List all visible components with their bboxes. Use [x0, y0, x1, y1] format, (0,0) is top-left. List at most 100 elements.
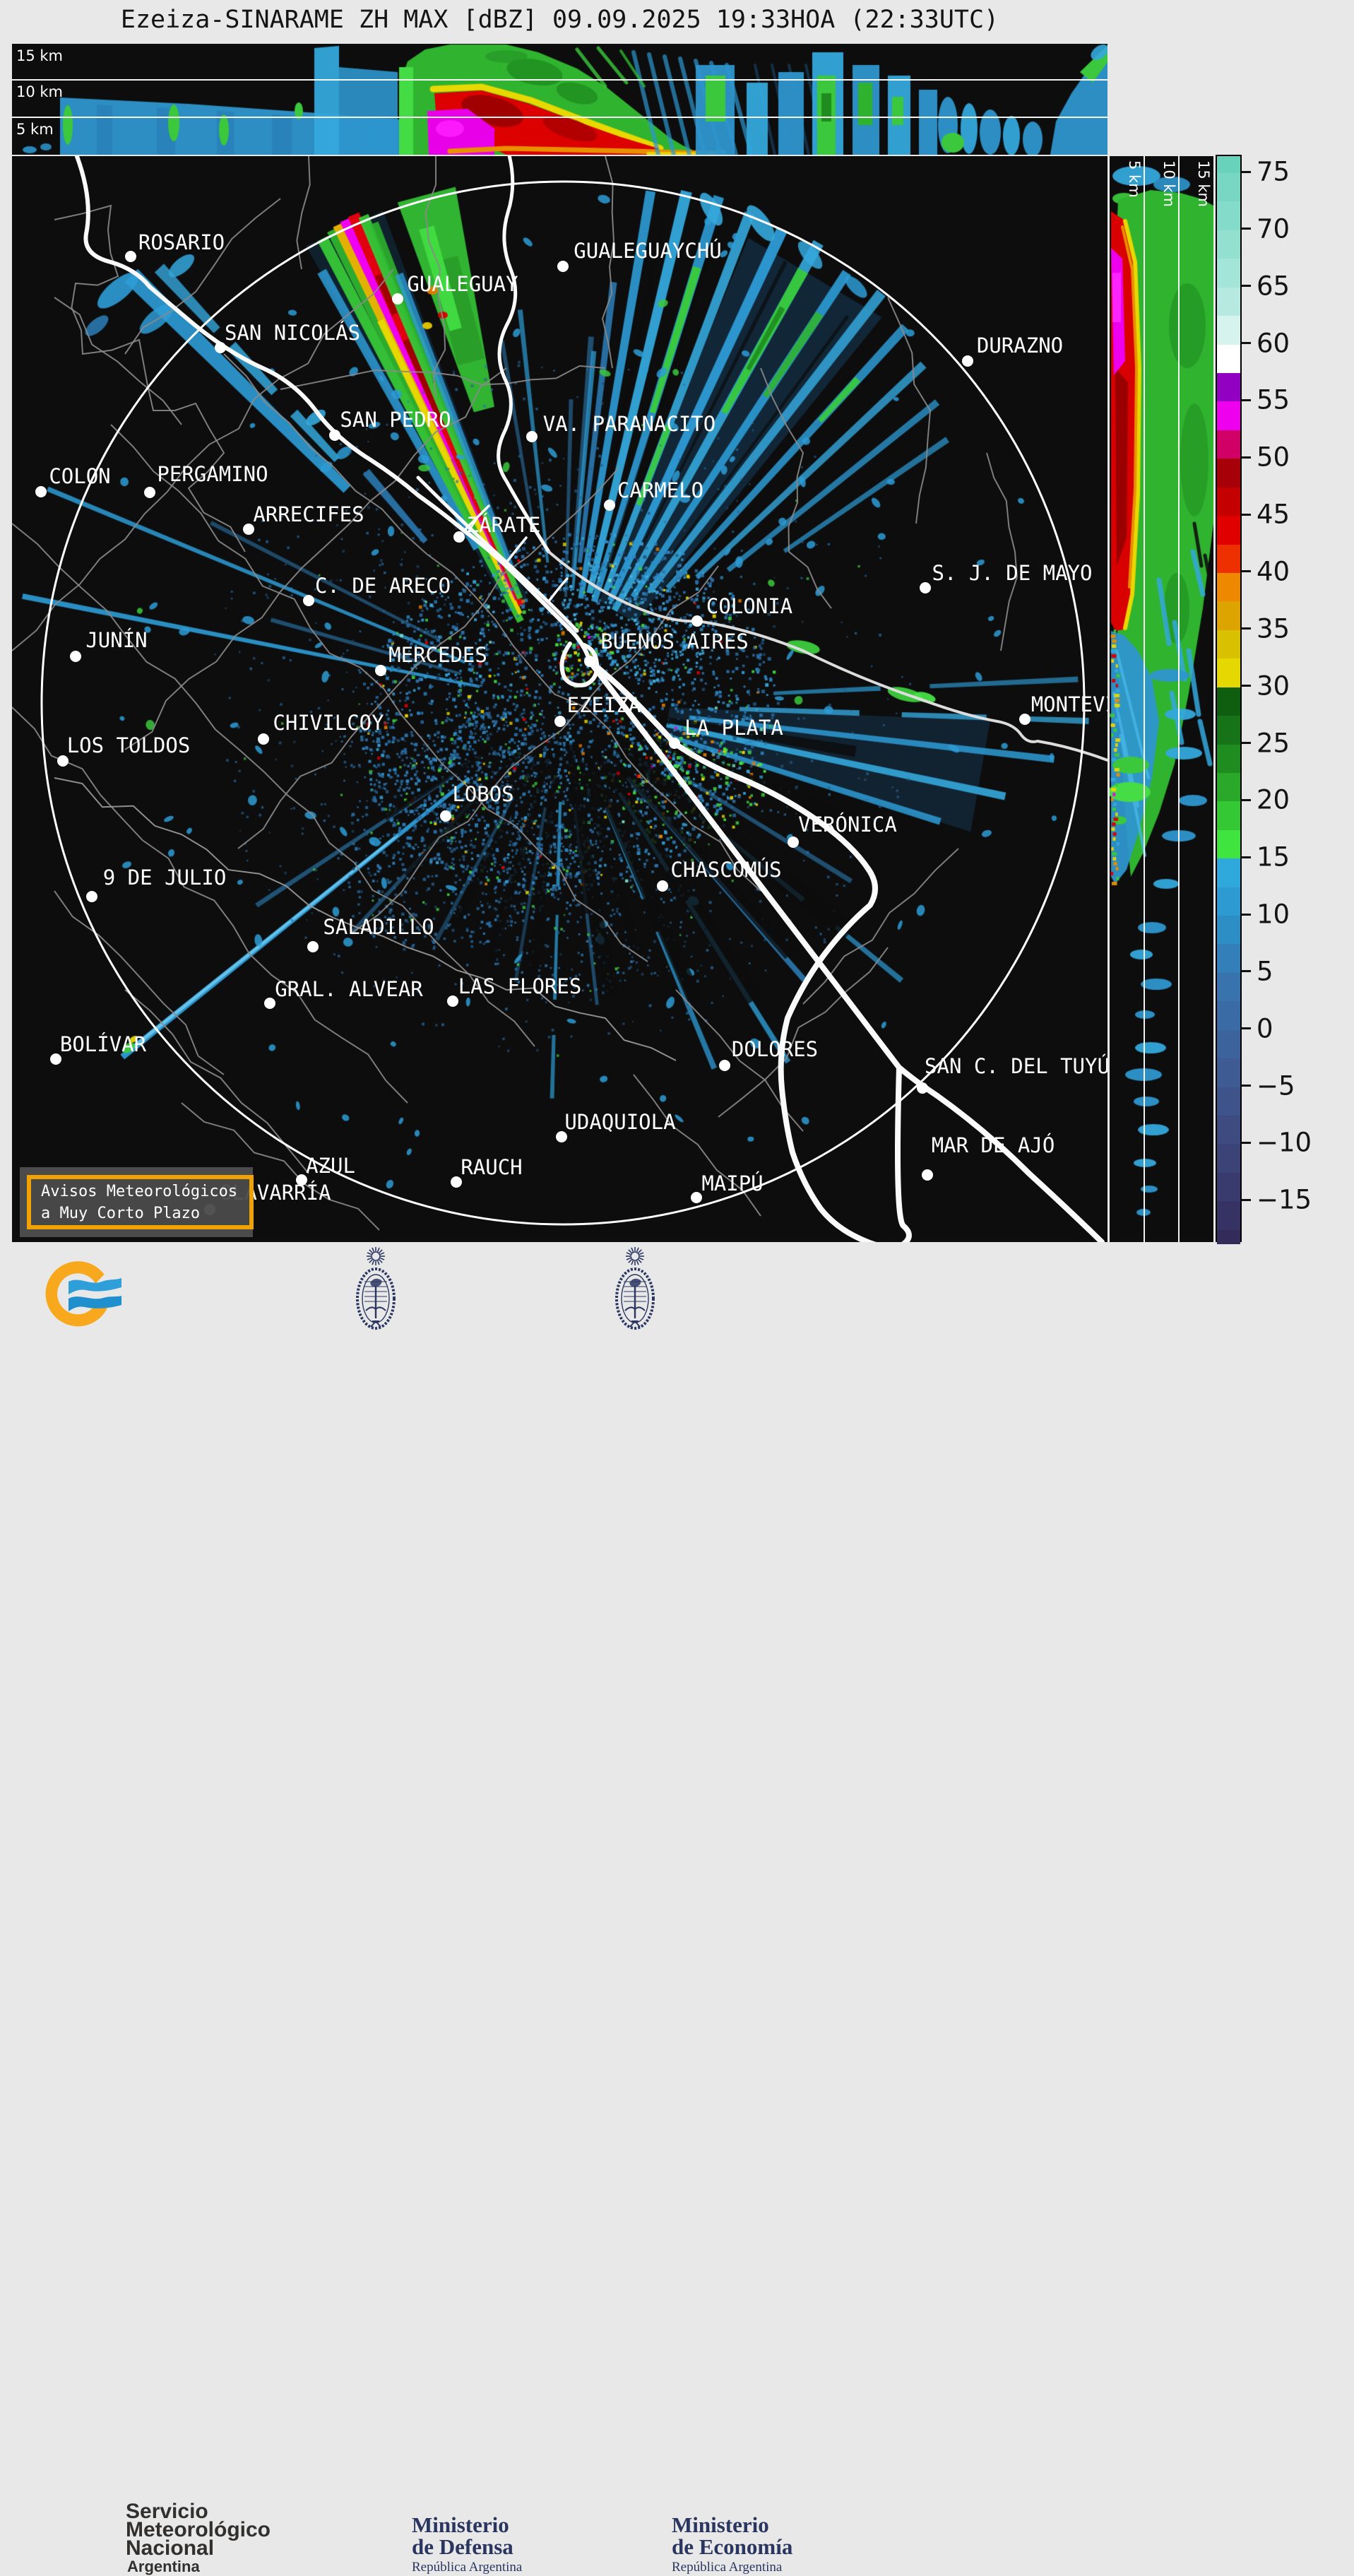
admin-boundary: [601, 156, 615, 369]
coat-detail: [631, 1260, 634, 1265]
city-label: DURAZNO: [976, 333, 1064, 358]
city-dot: [554, 716, 566, 727]
city-label: C. DE ARECO: [314, 574, 451, 598]
colorbar-segment: [1217, 1201, 1240, 1231]
colorbar-tick: [1242, 342, 1251, 345]
admin-boundary: [124, 367, 507, 750]
admin-boundary: [54, 297, 182, 425]
colorbar-tick: [1242, 1085, 1251, 1087]
coat-detail: [369, 1259, 373, 1263]
city-dot: [719, 1060, 730, 1071]
city-label: DOLORES: [731, 1037, 819, 1061]
economia-line1: Ministerio: [672, 2512, 769, 2537]
colorbar-segment: [1217, 744, 1240, 774]
city-dot: [691, 1192, 702, 1203]
city-label: PERGAMINO: [157, 462, 268, 486]
colorbar-segment: [1217, 944, 1240, 974]
city-label: COLONIA: [706, 594, 793, 618]
city-dot: [258, 733, 269, 745]
city-label: S. J. DE MAYO: [932, 561, 1093, 585]
admin-boundary: [124, 989, 309, 1174]
coat-detail: [380, 1257, 385, 1260]
city-label: BOLÍVAR: [59, 1032, 147, 1056]
smn-line2: Meteorológico: [126, 2518, 271, 2541]
admin-boundary: [110, 424, 648, 962]
range-ring: [40, 180, 1086, 1226]
city-label: ZÁRATE: [466, 513, 541, 537]
admin-boundary: [124, 198, 281, 355]
footer-graphics: [45, 1247, 655, 1330]
radar-echo-layer: [12, 156, 1107, 1242]
coat-detail: [365, 1306, 386, 1311]
colorbar-tick-label: 25: [1257, 728, 1290, 758]
dbz-colorbar: [1216, 155, 1242, 1244]
city-label: VA. PARANACITO: [542, 412, 716, 436]
altitude-line-10km-v: [1178, 156, 1180, 1242]
colorbar-tick: [1242, 685, 1251, 687]
admin-boundary: [986, 452, 1018, 651]
city-label: SALADILLO: [323, 915, 434, 939]
coat-detail: [376, 1247, 380, 1252]
coat-detail: [636, 1260, 639, 1265]
city-dot: [584, 656, 595, 667]
short-term-warnings-badge: Avisos Meteorológicos a Muy Corto Plazo: [27, 1175, 254, 1229]
colorbar-segment: [1217, 1058, 1240, 1088]
colorbar-tick-label: −15: [1257, 1184, 1312, 1215]
admin-boundary: [887, 297, 932, 524]
city-dot: [917, 1082, 928, 1094]
coat-detail: [630, 1251, 640, 1261]
city-label: BUENOS AIRES: [600, 630, 749, 654]
coat-detail: [629, 1278, 641, 1287]
city-dot: [215, 342, 226, 353]
city-dot: [307, 941, 319, 952]
admin-boundary: [54, 890, 225, 1075]
admin-boundary: [760, 367, 832, 609]
city-label: MAR DE AJÓ: [931, 1133, 1055, 1157]
coat-detail: [367, 1252, 372, 1255]
colorbar-tick-label: 75: [1257, 156, 1290, 187]
colorbar-tick-label: 0: [1257, 1013, 1273, 1044]
admin-boundary: [12, 268, 394, 651]
city-dot: [35, 486, 47, 497]
colorbar-segment: [1217, 1029, 1240, 1059]
top-cross-section-echoes: [12, 44, 1107, 155]
smn-logo-icon: [45, 1261, 121, 1327]
coat-detail: [369, 1249, 373, 1253]
city-label: VERÓNICA: [798, 813, 897, 837]
colorbar-tick-label: 5: [1257, 956, 1273, 987]
city-label: ROSARIO: [138, 230, 225, 254]
city-label: AZUL: [306, 1154, 355, 1178]
coat-detail: [626, 1257, 631, 1260]
city-dot: [691, 615, 703, 627]
coat-detail: [624, 1306, 646, 1311]
defensa-line2: de Defensa: [412, 2534, 513, 2559]
city-dot: [303, 595, 314, 606]
city-label: GUALEGUAY: [407, 272, 518, 296]
colorbar-segment: [1217, 716, 1240, 745]
coat-detail: [367, 1257, 372, 1260]
colorbar-segment: [1217, 372, 1240, 403]
admin-boundary: [802, 848, 959, 1005]
coat-detail: [372, 1247, 375, 1252]
city-label: CHASCOMÚS: [670, 858, 782, 882]
coat-detail: [629, 1320, 641, 1328]
colorbar-tick-label: 20: [1257, 784, 1290, 815]
altitude-label-10km: 10 km: [16, 83, 64, 100]
colorbar-tick: [1242, 1027, 1251, 1030]
city-dot: [264, 998, 275, 1009]
smn-line3: Nacional: [126, 2536, 215, 2560]
city-label: UDAQUIOLA: [564, 1110, 676, 1134]
smn-line1: Servicio: [126, 2500, 208, 2523]
city-label: LOBOS: [452, 782, 514, 806]
colorbar-tick-label: 40: [1257, 556, 1290, 587]
city-dot: [440, 810, 451, 822]
colorbar-segment: [1217, 1229, 1240, 1244]
coat-detail: [376, 1260, 380, 1265]
city-dot: [1019, 714, 1031, 725]
coat-detail: [371, 1251, 381, 1261]
colorbar-segment: [1217, 1087, 1240, 1116]
admin-boundary: [181, 1102, 380, 1231]
defensa-wordmark: Ministerio de Defensa República Argentin…: [412, 2514, 522, 2575]
admin-boundary: [633, 1074, 761, 1217]
defensa-line1: Ministerio: [412, 2512, 509, 2537]
